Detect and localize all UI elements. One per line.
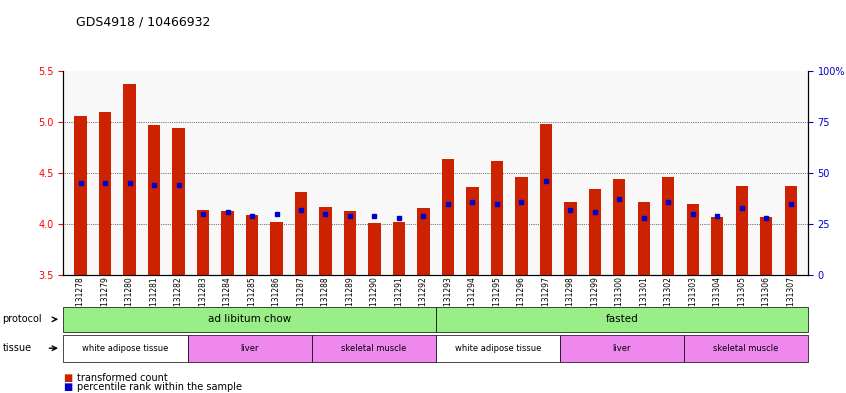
Bar <box>711 217 723 275</box>
Bar <box>589 189 601 275</box>
Text: skeletal muscle: skeletal muscle <box>341 344 406 353</box>
Bar <box>197 210 209 275</box>
Bar <box>246 215 258 275</box>
Bar <box>515 177 528 275</box>
Bar <box>761 217 772 275</box>
Bar <box>736 186 748 275</box>
Bar <box>343 211 356 275</box>
Bar <box>222 211 233 275</box>
Bar <box>417 208 430 275</box>
Text: ■: ■ <box>63 382 73 392</box>
Bar <box>638 202 650 275</box>
Text: liver: liver <box>240 344 259 353</box>
Text: white adipose tissue: white adipose tissue <box>454 344 541 353</box>
Bar <box>491 161 503 275</box>
Bar <box>173 128 184 275</box>
Bar <box>148 125 160 275</box>
Text: percentile rank within the sample: percentile rank within the sample <box>77 382 242 392</box>
Bar <box>99 112 111 275</box>
Text: white adipose tissue: white adipose tissue <box>82 344 168 353</box>
Text: skeletal muscle: skeletal muscle <box>713 344 778 353</box>
Bar <box>74 116 86 275</box>
Bar <box>687 204 699 275</box>
Bar <box>613 179 625 275</box>
Text: fasted: fasted <box>606 314 638 324</box>
Text: protocol: protocol <box>3 314 42 324</box>
Bar <box>319 207 332 275</box>
Text: ■: ■ <box>63 373 73 383</box>
Bar <box>466 187 479 275</box>
Bar <box>784 186 797 275</box>
Bar <box>271 222 283 275</box>
Bar <box>124 84 135 275</box>
Bar <box>540 124 552 275</box>
Bar <box>368 223 381 275</box>
Text: GDS4918 / 10466932: GDS4918 / 10466932 <box>76 16 211 29</box>
Text: liver: liver <box>613 344 631 353</box>
Bar <box>662 177 674 275</box>
Bar <box>393 222 405 275</box>
Text: transformed count: transformed count <box>77 373 168 383</box>
Text: ad libitum chow: ad libitum chow <box>208 314 291 324</box>
Bar <box>442 159 454 275</box>
Bar <box>295 192 307 275</box>
Text: tissue: tissue <box>3 343 31 353</box>
Bar <box>564 202 576 275</box>
